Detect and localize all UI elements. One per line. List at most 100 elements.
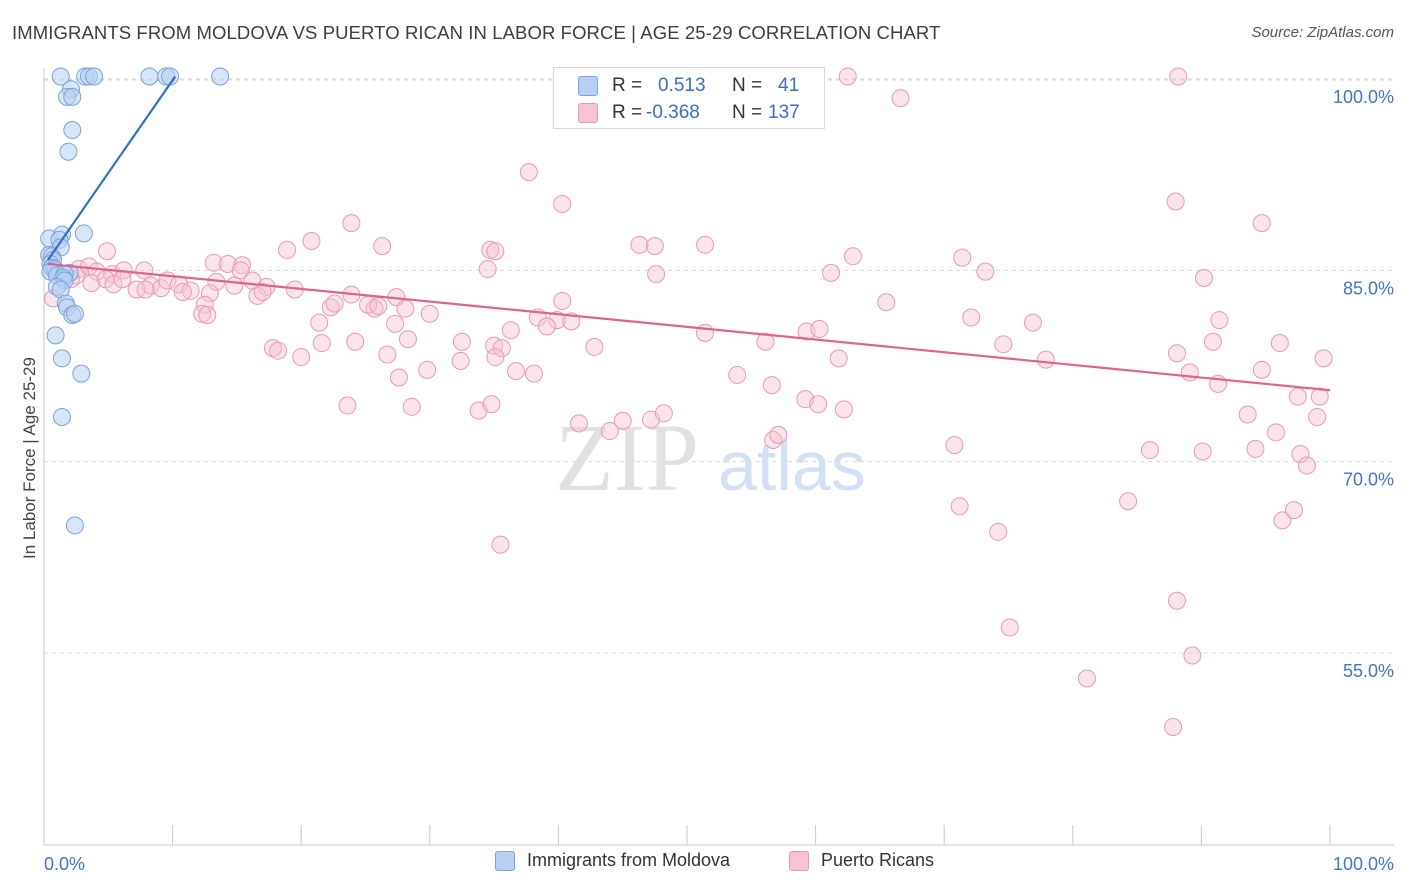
data-point-puerto-ricans — [877, 293, 896, 312]
data-point-puerto-ricans — [1164, 717, 1183, 736]
data-point-puerto-ricans — [953, 248, 972, 267]
trend-line-moldova — [46, 75, 177, 261]
trend-lines — [46, 75, 1331, 392]
data-point-puerto-ricans — [478, 260, 497, 279]
data-point-moldova — [51, 67, 70, 86]
data-point-puerto-ricans — [822, 263, 841, 282]
data-point-puerto-ricans — [173, 283, 192, 302]
data-point-puerto-ricans — [486, 242, 505, 261]
y-tick-label: 100.0% — [1333, 87, 1394, 107]
data-point-puerto-ricans — [945, 436, 964, 455]
chart-title: IMMIGRANTS FROM MOLDOVA VS PUERTO RICAN … — [12, 22, 941, 43]
data-point-puerto-ricans — [386, 314, 405, 333]
series-puerto-ricans — [44, 67, 1333, 736]
data-point-puerto-ricans — [325, 294, 344, 313]
data-point-puerto-ricans — [1288, 387, 1307, 406]
data-point-puerto-ricans — [989, 522, 1008, 541]
data-point-puerto-ricans — [764, 430, 783, 449]
data-point-puerto-ricans — [553, 291, 572, 310]
r-value-moldova: 0.513 — [658, 75, 706, 96]
data-point-puerto-ricans — [135, 261, 154, 280]
data-point-puerto-ricans — [200, 284, 219, 303]
data-point-puerto-ricans — [501, 321, 520, 340]
data-point-puerto-ricans — [696, 235, 715, 254]
x-tick-label: 100.0% — [1333, 854, 1394, 874]
r-label: R = — [612, 75, 643, 96]
data-point-puerto-ricans — [1169, 67, 1188, 86]
data-point-moldova — [59, 142, 78, 161]
data-point-puerto-ricans — [231, 261, 250, 280]
data-point-puerto-ricans — [398, 330, 417, 349]
data-point-puerto-ricans — [104, 275, 123, 294]
data-point-puerto-ricans — [654, 404, 673, 423]
legend-item-moldova[interactable]: Immigrants from Moldova — [495, 850, 730, 871]
n-label: N = — [732, 75, 763, 96]
data-point-moldova — [53, 408, 72, 427]
data-point-puerto-ricans — [378, 345, 397, 364]
data-point-puerto-ricans — [1140, 441, 1159, 460]
data-point-puerto-ricans — [843, 247, 862, 266]
data-point-puerto-ricans — [113, 270, 132, 289]
data-point-puerto-ricans — [452, 332, 471, 351]
data-point-puerto-ricans — [834, 400, 853, 419]
watermark-zip: ZIP — [555, 404, 699, 511]
data-point-puerto-ricans — [1252, 214, 1271, 233]
data-point-puerto-ricans — [486, 348, 505, 367]
data-point-puerto-ricans — [1266, 423, 1285, 442]
data-point-puerto-ricans — [762, 376, 781, 395]
n-label: N = — [732, 102, 763, 123]
data-point-moldova — [65, 304, 84, 323]
data-point-puerto-ricans — [537, 317, 556, 336]
data-point-puerto-ricans — [613, 411, 632, 430]
legend-item-puerto-ricans[interactable]: Puerto Ricans — [789, 850, 934, 871]
stats-legend: R = 0.513 N = 41 R = -0.368 N = 137 — [553, 67, 825, 129]
data-point-puerto-ricans — [1238, 405, 1257, 424]
data-point-moldova — [65, 516, 84, 535]
n-value-puerto-ricans: 137 — [768, 102, 800, 123]
data-point-puerto-ricans — [269, 341, 288, 360]
legend-label-moldova: Immigrants from Moldova — [527, 850, 731, 870]
data-point-puerto-ricans — [369, 297, 388, 316]
x-tick-label: 0.0% — [44, 854, 85, 874]
legend-label-puerto-ricans: Puerto Ricans — [821, 850, 935, 870]
data-point-puerto-ricans — [198, 305, 217, 324]
data-point-puerto-ricans — [1194, 268, 1213, 287]
data-point-puerto-ricans — [181, 281, 200, 300]
data-point-puerto-ricans — [1000, 618, 1019, 637]
data-point-puerto-ricans — [506, 362, 525, 381]
axes — [43, 68, 1394, 846]
data-point-puerto-ricans — [585, 337, 604, 356]
data-point-moldova — [46, 326, 65, 345]
data-point-moldova — [211, 67, 230, 86]
data-point-puerto-ricans — [994, 335, 1013, 354]
data-point-puerto-ricans — [562, 312, 581, 331]
y-axis-label: In Labor Force | Age 25-29 — [20, 357, 39, 559]
data-point-puerto-ricans — [420, 304, 439, 323]
data-point-puerto-ricans — [1273, 511, 1292, 530]
watermark: ZIP atlas — [555, 404, 866, 511]
data-point-puerto-ricans — [1308, 408, 1327, 427]
data-point-puerto-ricans — [492, 339, 511, 358]
data-point-puerto-ricans — [310, 313, 329, 332]
trend-line-puerto-ricans — [47, 262, 1331, 392]
data-point-puerto-ricans — [312, 334, 331, 353]
data-point-puerto-ricans — [1077, 669, 1096, 688]
data-point-puerto-ricans — [1210, 311, 1229, 330]
data-point-puerto-ricans — [519, 163, 538, 182]
swatch-puerto-ricans — [578, 103, 598, 123]
r-label: R = — [612, 102, 643, 123]
data-point-puerto-ricans — [451, 351, 470, 370]
data-point-puerto-ricans — [482, 395, 501, 414]
watermark-atlas: atlas — [718, 427, 866, 505]
data-point-puerto-ricans — [1167, 344, 1186, 363]
data-point-puerto-ricans — [569, 414, 588, 433]
data-point-puerto-ricans — [278, 240, 297, 259]
data-point-puerto-ricans — [600, 422, 619, 441]
data-point-puerto-ricans — [491, 535, 510, 554]
data-point-puerto-ricans — [127, 280, 146, 299]
legend-swatch-moldova — [495, 850, 515, 871]
data-point-puerto-ricans — [809, 395, 828, 414]
data-point-puerto-ricans — [838, 67, 857, 86]
data-point-moldova — [140, 67, 159, 86]
data-point-puerto-ricans — [1246, 439, 1265, 458]
